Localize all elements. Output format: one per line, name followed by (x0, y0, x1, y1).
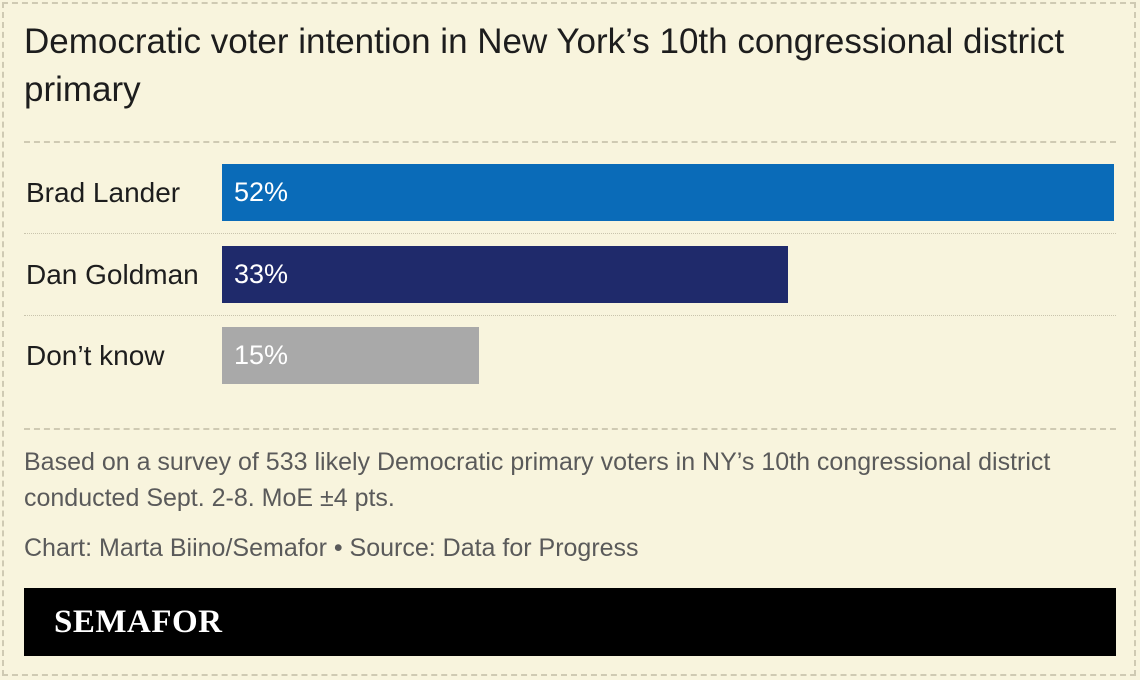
row-separator (24, 315, 1116, 316)
category-label: Don’t know (26, 340, 165, 371)
bar (222, 164, 1114, 221)
top-divider (24, 141, 1116, 143)
brand-footer: SEMAFOR (24, 588, 1116, 656)
chart-note: Based on a survey of 533 likely Democrat… (24, 448, 1051, 512)
category-label: Brad Lander (26, 177, 181, 208)
category-label: Dan Goldman (26, 259, 199, 290)
bar-value-label: 52% (234, 177, 289, 207)
row-separator (24, 233, 1116, 234)
brand-logo: SEMAFOR (54, 604, 223, 640)
bar (222, 246, 788, 303)
bottom-divider (24, 428, 1116, 430)
bar (222, 327, 479, 384)
bar-value-label: 33% (234, 259, 289, 289)
chart-credit: Chart: Marta Biino/Semafor • Source: Dat… (24, 534, 639, 562)
bar-value-label: 15% (234, 340, 289, 370)
chart-title: Democratic voter intention in New York’s… (24, 22, 1065, 109)
